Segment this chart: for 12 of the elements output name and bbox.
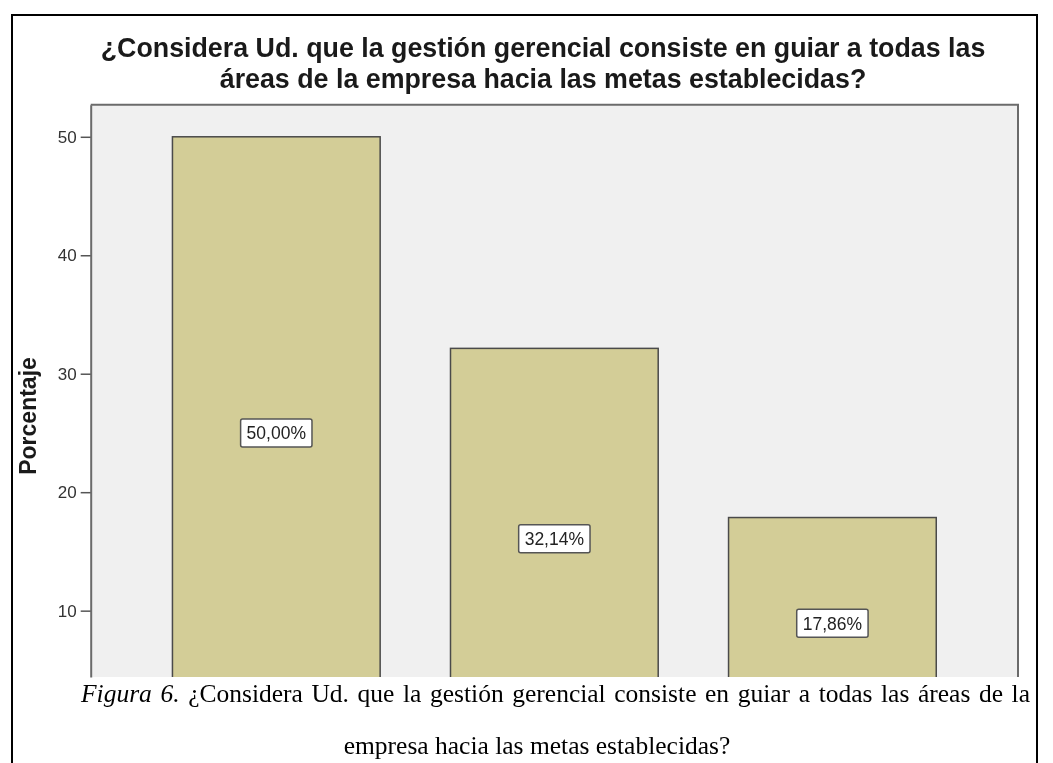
y-tick-label: 30: [57, 364, 77, 384]
text: ¿Considera Ud. que la gestión gerencial consiste en guiar a todas las áreas de la empresa hacia las metas establecidas?: [188, 679, 1030, 760]
y-axis-title: Porcentaje: [15, 357, 41, 475]
y-tick-label: 50: [57, 127, 77, 147]
data-label: 32,14%: [524, 529, 585, 550]
y-tick-label: 10: [57, 601, 77, 621]
y-tick-label: 20: [57, 483, 77, 503]
text: Figura 6.: [80, 679, 180, 708]
chart-title: ¿Considera Ud. que la gestión gerencial consiste en guiar a todas las áreas de la empresa hacia las metas establecidas?: [100, 33, 986, 94]
data-label: 50,00%: [246, 423, 306, 444]
data-label: 17,86%: [802, 613, 863, 634]
y-tick-label: 40: [57, 246, 77, 266]
